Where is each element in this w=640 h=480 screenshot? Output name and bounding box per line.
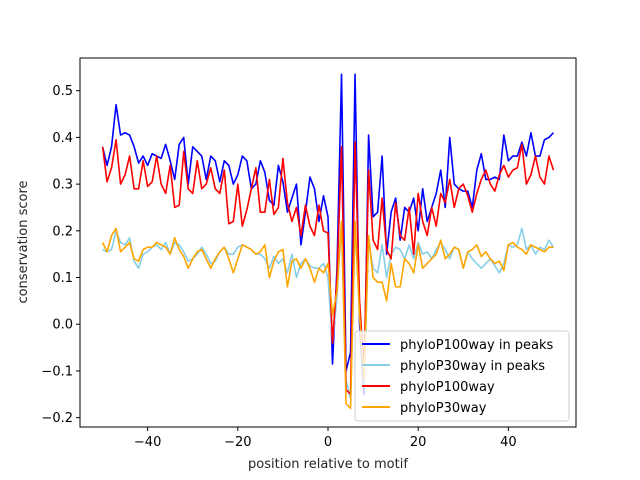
y-tick-label: −0.1 — [41, 364, 73, 379]
legend-box — [354, 330, 570, 422]
series-layer — [101, 73, 555, 410]
legend-label: phyloP100way in peaks — [400, 338, 554, 353]
x-tick-label: 40 — [500, 435, 517, 450]
x-axis: −40 −20 0 20 40 — [134, 427, 517, 450]
x-axis-label: position relative to motif — [248, 457, 408, 472]
y-tick-label: 0.5 — [52, 84, 73, 99]
series-line-2 — [101, 138, 555, 396]
x-tick-label: 20 — [410, 435, 427, 450]
y-tick-label: 0.4 — [52, 131, 73, 146]
x-tick-label: 0 — [324, 435, 332, 450]
legend-label: phyloP100way — [400, 380, 495, 395]
y-tick-label: −0.2 — [41, 411, 73, 426]
x-tick-label: −20 — [224, 435, 251, 450]
y-tick-label: 0.3 — [52, 178, 73, 193]
y-axis: −0.2 −0.1 0.0 0.1 0.2 0.3 0.4 0.5 — [41, 84, 80, 426]
legend-label: phyloP30way — [400, 401, 487, 416]
legend-label: phyloP30way in peaks — [400, 359, 545, 374]
legend: phyloP100way in peaks phyloP30way in peak… — [354, 330, 570, 422]
y-tick-label: 0.2 — [52, 224, 73, 239]
y-tick-label: 0.0 — [52, 318, 73, 333]
y-axis-label: conservation score — [16, 180, 31, 303]
x-tick-label: −40 — [134, 435, 161, 450]
series-line-3 — [101, 220, 554, 410]
series-line-0 — [101, 73, 555, 396]
y-tick-label: 0.1 — [52, 271, 73, 286]
